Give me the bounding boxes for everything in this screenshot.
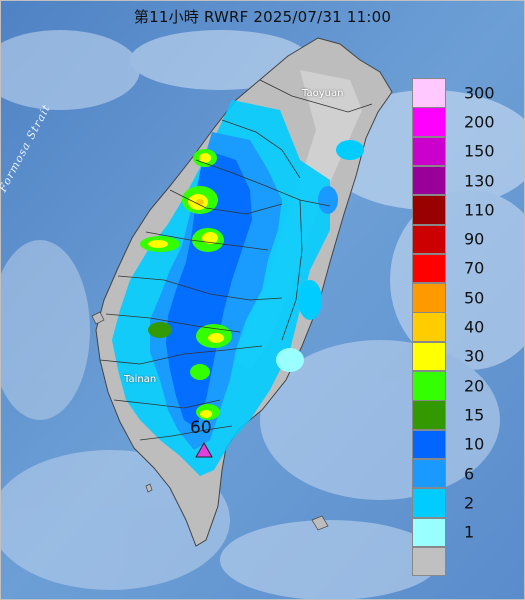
legend-swatch xyxy=(412,283,446,313)
legend-swatch xyxy=(412,371,446,401)
legend-label: 110 xyxy=(464,200,495,220)
max-rainfall-triangle-icon xyxy=(195,442,213,458)
legend-swatch xyxy=(412,78,446,108)
legend-label: 30 xyxy=(464,346,485,366)
max-rainfall-value: 60 xyxy=(190,418,212,438)
legend-label: 2 xyxy=(464,493,475,513)
legend-label: 300 xyxy=(464,83,495,103)
map-title: 第11小時 RWRF 2025/07/31 11:00 xyxy=(133,8,392,26)
legend-swatch xyxy=(412,224,446,254)
legend-swatch xyxy=(412,488,446,518)
legend-label: 150 xyxy=(464,141,495,161)
rain-band-heavy xyxy=(166,150,252,428)
place-label-tainan: Tainan xyxy=(124,374,157,385)
legend-label: 1 xyxy=(464,522,475,542)
legend-label: 50 xyxy=(464,288,485,308)
legend-label: 20 xyxy=(464,376,485,396)
legend-swatch xyxy=(412,546,446,577)
legend-label: 90 xyxy=(464,229,485,249)
legend-swatch xyxy=(412,195,446,225)
offshore-islands xyxy=(91,311,329,531)
rain-cores xyxy=(140,149,232,420)
county-boundaries xyxy=(99,79,373,441)
legend-label: 6 xyxy=(464,464,475,484)
legend-label: 40 xyxy=(464,317,485,337)
legend-swatch xyxy=(412,136,446,167)
legend-swatch xyxy=(412,341,446,372)
legend-swatch xyxy=(412,400,446,430)
legend-swatch xyxy=(412,253,446,284)
rain-east xyxy=(276,140,364,372)
legend-label: 15 xyxy=(464,405,485,425)
legend-label: 70 xyxy=(464,258,485,278)
legend-swatch xyxy=(412,165,446,196)
legend-swatch xyxy=(412,517,446,547)
place-label-taoyuan: Taoyuan xyxy=(302,88,344,99)
legend-swatch xyxy=(412,312,446,342)
legend-label: 130 xyxy=(464,171,495,191)
legend-label: 200 xyxy=(464,112,495,132)
legend-swatch xyxy=(412,107,446,137)
legend-swatch xyxy=(412,429,446,460)
legend-swatch xyxy=(412,458,446,489)
legend-label: 10 xyxy=(464,434,485,454)
